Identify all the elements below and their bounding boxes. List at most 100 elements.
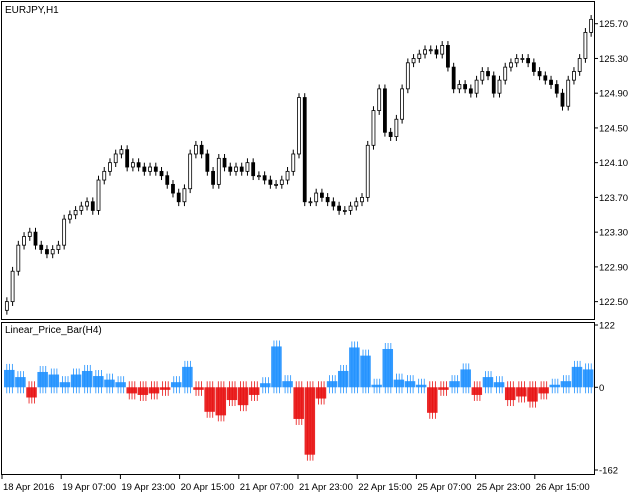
time-tick-label: 18 Apr 2016	[3, 482, 54, 493]
candle-body	[457, 84, 462, 90]
candle-body	[388, 131, 393, 138]
candle-body	[125, 149, 130, 168]
candle-body	[45, 249, 49, 255]
price-tick-label: 123.30	[599, 228, 628, 239]
candle-body	[56, 244, 61, 250]
candle-body	[348, 205, 353, 211]
candle-body	[560, 92, 565, 107]
candle-body	[102, 170, 107, 181]
candle-body	[108, 162, 112, 172]
candle-body	[583, 31, 588, 59]
candle-body	[67, 214, 72, 220]
candle-body	[85, 201, 89, 207]
candle-body	[526, 58, 531, 64]
indicator-tick-label: 0	[599, 383, 604, 394]
candle-body	[33, 231, 38, 246]
indicator-histogram	[4, 340, 594, 461]
time-tick-label: 19 Apr 23:00	[121, 482, 175, 493]
candle-body	[153, 166, 158, 172]
candle-body	[514, 58, 519, 64]
candle-body	[331, 201, 336, 207]
time-tick-label: 21 Apr 07:00	[240, 482, 294, 493]
time-tick-label: 22 Apr 15:00	[358, 482, 412, 493]
candle-body	[468, 88, 473, 94]
candle-body	[199, 144, 204, 155]
candle-body	[423, 49, 427, 55]
candle-body	[342, 210, 347, 212]
indicator-axis: 122 0 -162	[594, 321, 618, 477]
candle-body	[262, 175, 267, 181]
candle-body	[10, 270, 15, 303]
candle-body	[159, 170, 164, 177]
candle-body	[537, 71, 542, 77]
candle-body	[417, 53, 422, 59]
candle-body	[165, 175, 170, 185]
candle-body	[451, 66, 456, 90]
candle-body	[554, 84, 559, 94]
price-tick-label: 124.90	[599, 89, 628, 100]
symbol-timeframe-label: EURJPY,H1	[5, 5, 59, 16]
candle-body	[113, 153, 118, 164]
candle-body	[400, 88, 405, 120]
price-tick-label: 125.30	[599, 54, 628, 65]
indicator-tick-label: -162	[599, 466, 618, 477]
time-tick-label: 21 Apr 23:00	[299, 482, 353, 493]
candle-body	[337, 205, 341, 211]
time-tick-label: 19 Apr 07:00	[62, 482, 116, 493]
candle-body	[320, 192, 324, 198]
time-axis: 18 Apr 2016 19 Apr 07:00 19 Apr 23:00 20 Ap…	[1, 475, 590, 493]
candle-body	[383, 88, 387, 133]
indicator-name-label: Linear_Price_Bar(H4)	[5, 325, 102, 336]
candle-body	[39, 244, 44, 250]
candle-body	[171, 183, 175, 194]
candle-body	[222, 157, 227, 168]
candle-body	[130, 162, 135, 168]
candle-body	[566, 79, 571, 107]
candle-body	[239, 166, 244, 172]
candle-body	[314, 192, 319, 203]
candle-body	[79, 205, 84, 211]
candle-body	[503, 66, 508, 81]
candle-body	[302, 97, 307, 203]
candle-body	[434, 49, 439, 55]
candle-body	[211, 170, 215, 185]
candle-body	[354, 201, 359, 207]
candle-body	[216, 157, 221, 185]
time-tick-label: 26 Apr 15:00	[536, 482, 590, 493]
price-tick-label: 122.90	[599, 262, 628, 273]
candle-body	[491, 75, 496, 94]
candle-body	[245, 162, 250, 172]
candle-body	[234, 166, 238, 172]
candle-body	[27, 231, 32, 237]
price-panel-frame	[1, 1, 595, 320]
candle-body	[440, 45, 445, 55]
candle-body	[119, 149, 124, 155]
candle-body	[509, 62, 513, 68]
candle-body	[446, 45, 450, 68]
candle-body	[291, 153, 296, 172]
price-tick-label: 124.50	[599, 123, 628, 134]
candle-body	[50, 249, 55, 255]
candle-body	[405, 62, 410, 90]
candle-body	[182, 188, 187, 203]
time-tick-label: 25 Apr 23:00	[477, 482, 531, 493]
price-tick-label: 125.70	[599, 19, 628, 30]
candle-body	[228, 166, 233, 172]
candle-body	[142, 166, 147, 172]
candle-body	[543, 75, 548, 81]
price-tick-label: 123.70	[599, 193, 628, 204]
candle-body	[308, 201, 313, 204]
candle-body	[257, 175, 261, 178]
candle-body	[188, 153, 193, 190]
candle-body	[274, 183, 278, 186]
price-tick-label: 122.50	[599, 297, 628, 308]
candle-body	[377, 88, 382, 111]
candle-body	[205, 153, 210, 172]
candle-body	[73, 210, 78, 216]
candle-body	[176, 192, 181, 203]
candle-body	[486, 71, 490, 77]
candle-body	[428, 49, 433, 52]
candle-body	[268, 179, 273, 185]
